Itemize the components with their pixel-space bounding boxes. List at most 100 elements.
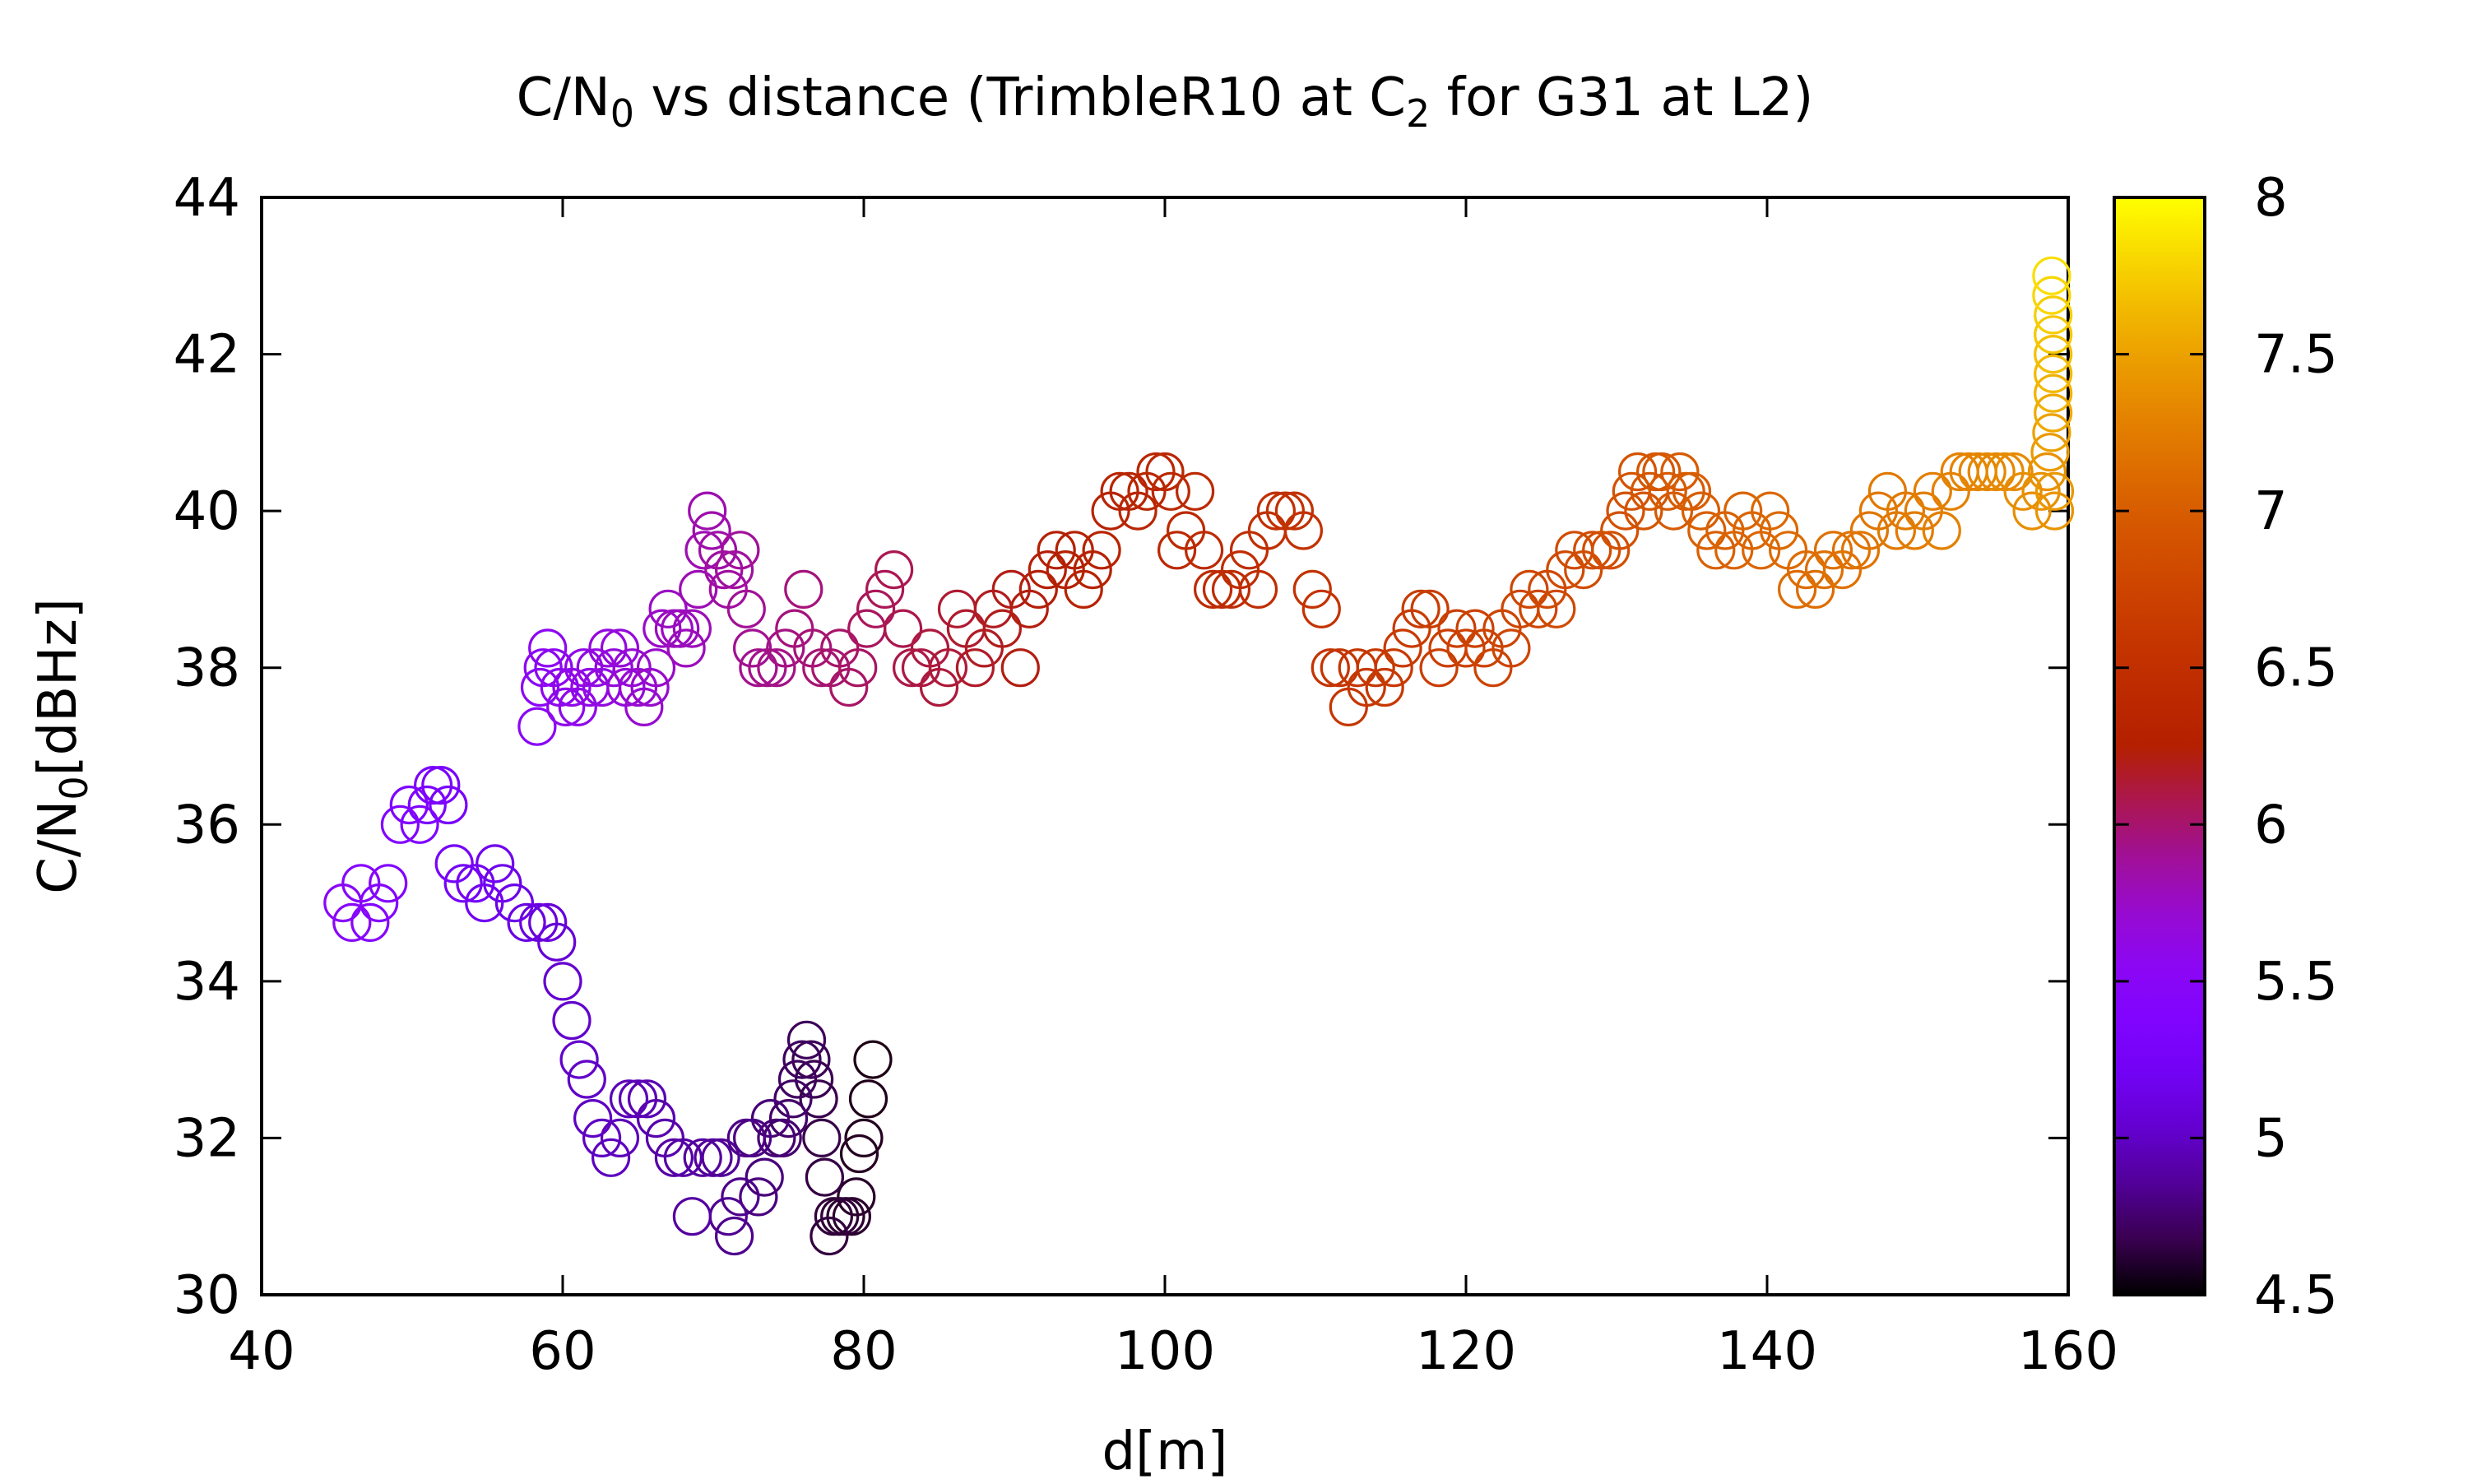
data-point [2032,256,2071,295]
data-point [1347,667,1386,707]
y-tick-label: 34 [174,952,240,1013]
data-point [507,902,546,943]
data-point [519,902,559,943]
x-tick-label: 160 [2018,1321,2118,1382]
data-point [1374,648,1413,688]
colorbar-axis: 4.5 5 5.5 6 6.5 7 7.5 8 [2114,168,2338,1326]
data-point [1283,511,1324,550]
data-point [1009,589,1049,628]
data-point [1383,628,1422,668]
data-point [1660,452,1700,492]
data-point [919,667,959,707]
data-point [1000,648,1040,688]
data-point [937,589,977,628]
data-point [465,883,504,923]
y-tick-label: 32 [174,1108,240,1169]
y-tick-label: 36 [174,795,240,856]
y-axis-label: C/N0[dBHz] [28,598,96,894]
data-point [1723,491,1763,531]
colorbar-tick-label: 6.5 [2254,638,2338,699]
data-point [1437,609,1477,648]
data-point [648,589,688,628]
data-point [2030,433,2070,472]
data-point [726,589,766,628]
data-point [739,648,778,688]
data-point [805,1157,845,1197]
data-point [1617,452,1658,492]
y-tick-label: 42 [174,325,240,386]
data-point [1648,471,1687,511]
data-point [692,511,731,550]
data-point [1967,452,2006,492]
data-point [739,1177,778,1217]
colorbar-tick-label: 5.5 [2254,952,2338,1013]
data-point [1446,628,1486,668]
data-point [1922,511,1961,550]
data-point [1849,511,1889,550]
data-point [794,1060,834,1099]
data-point [1410,589,1450,628]
data-point [543,962,582,1001]
data-point [494,883,535,923]
data-point [1301,589,1341,628]
data-point [594,648,633,688]
colorbar-tick-label: 4.5 [2254,1265,2338,1326]
data-point [1687,511,1727,550]
data-point [1600,511,1640,550]
data-point [2021,471,2061,511]
data-point [839,1134,879,1174]
data-point [1073,550,1112,590]
data-point [721,531,760,570]
x-tick-label: 100 [1115,1321,1215,1382]
data-point [2034,393,2073,433]
data-point [2003,471,2043,511]
data-point [558,687,597,727]
chart-title: C/N0 vs distance (TrimbleR10 at C2 for G… [517,67,1814,136]
y-axis: 30 32 34 36 38 40 42 44 [174,168,2068,1326]
data-point [799,1079,838,1119]
data-point [2034,354,2073,393]
data-point [1356,648,1395,688]
data-point [643,609,682,648]
data-point [714,1216,754,1256]
data-point [528,902,568,943]
data-point [2034,471,2075,511]
data-point [600,628,640,668]
data-point [1886,491,1925,531]
data-point [1519,589,1558,628]
data-point [701,1138,740,1177]
data-point [955,648,995,688]
data-point [1591,531,1631,570]
data-point [456,864,495,903]
plot-frame [260,196,2070,1296]
data-point [520,667,560,707]
data-point [407,785,447,825]
data-point [591,1138,631,1177]
data-point [777,1060,818,1099]
y-tick-label: 30 [174,1265,240,1326]
data-point [672,1197,712,1236]
data-point [1401,589,1440,628]
data-point [688,491,727,531]
data-point [1419,648,1459,688]
data-point [2032,413,2071,452]
data-point [708,1197,748,1236]
data-point [1510,569,1549,610]
data-point [1151,471,1190,511]
data-point [1642,452,1682,492]
colorbar-tick-label: 6 [2254,795,2288,856]
data-point [573,1098,613,1139]
data-point [552,667,591,707]
colorbar-tick-label: 8 [2254,168,2288,229]
data-point [567,1060,606,1099]
data-point [1696,531,1736,570]
data-point [1751,491,1790,531]
data-point [745,1157,784,1197]
data-point [2034,373,2073,413]
data-point [853,1040,893,1079]
data-point [721,1177,760,1217]
data-point [654,1138,694,1177]
data-point [1877,511,1916,550]
data-point [1681,491,1721,531]
data-point [837,1177,876,1217]
